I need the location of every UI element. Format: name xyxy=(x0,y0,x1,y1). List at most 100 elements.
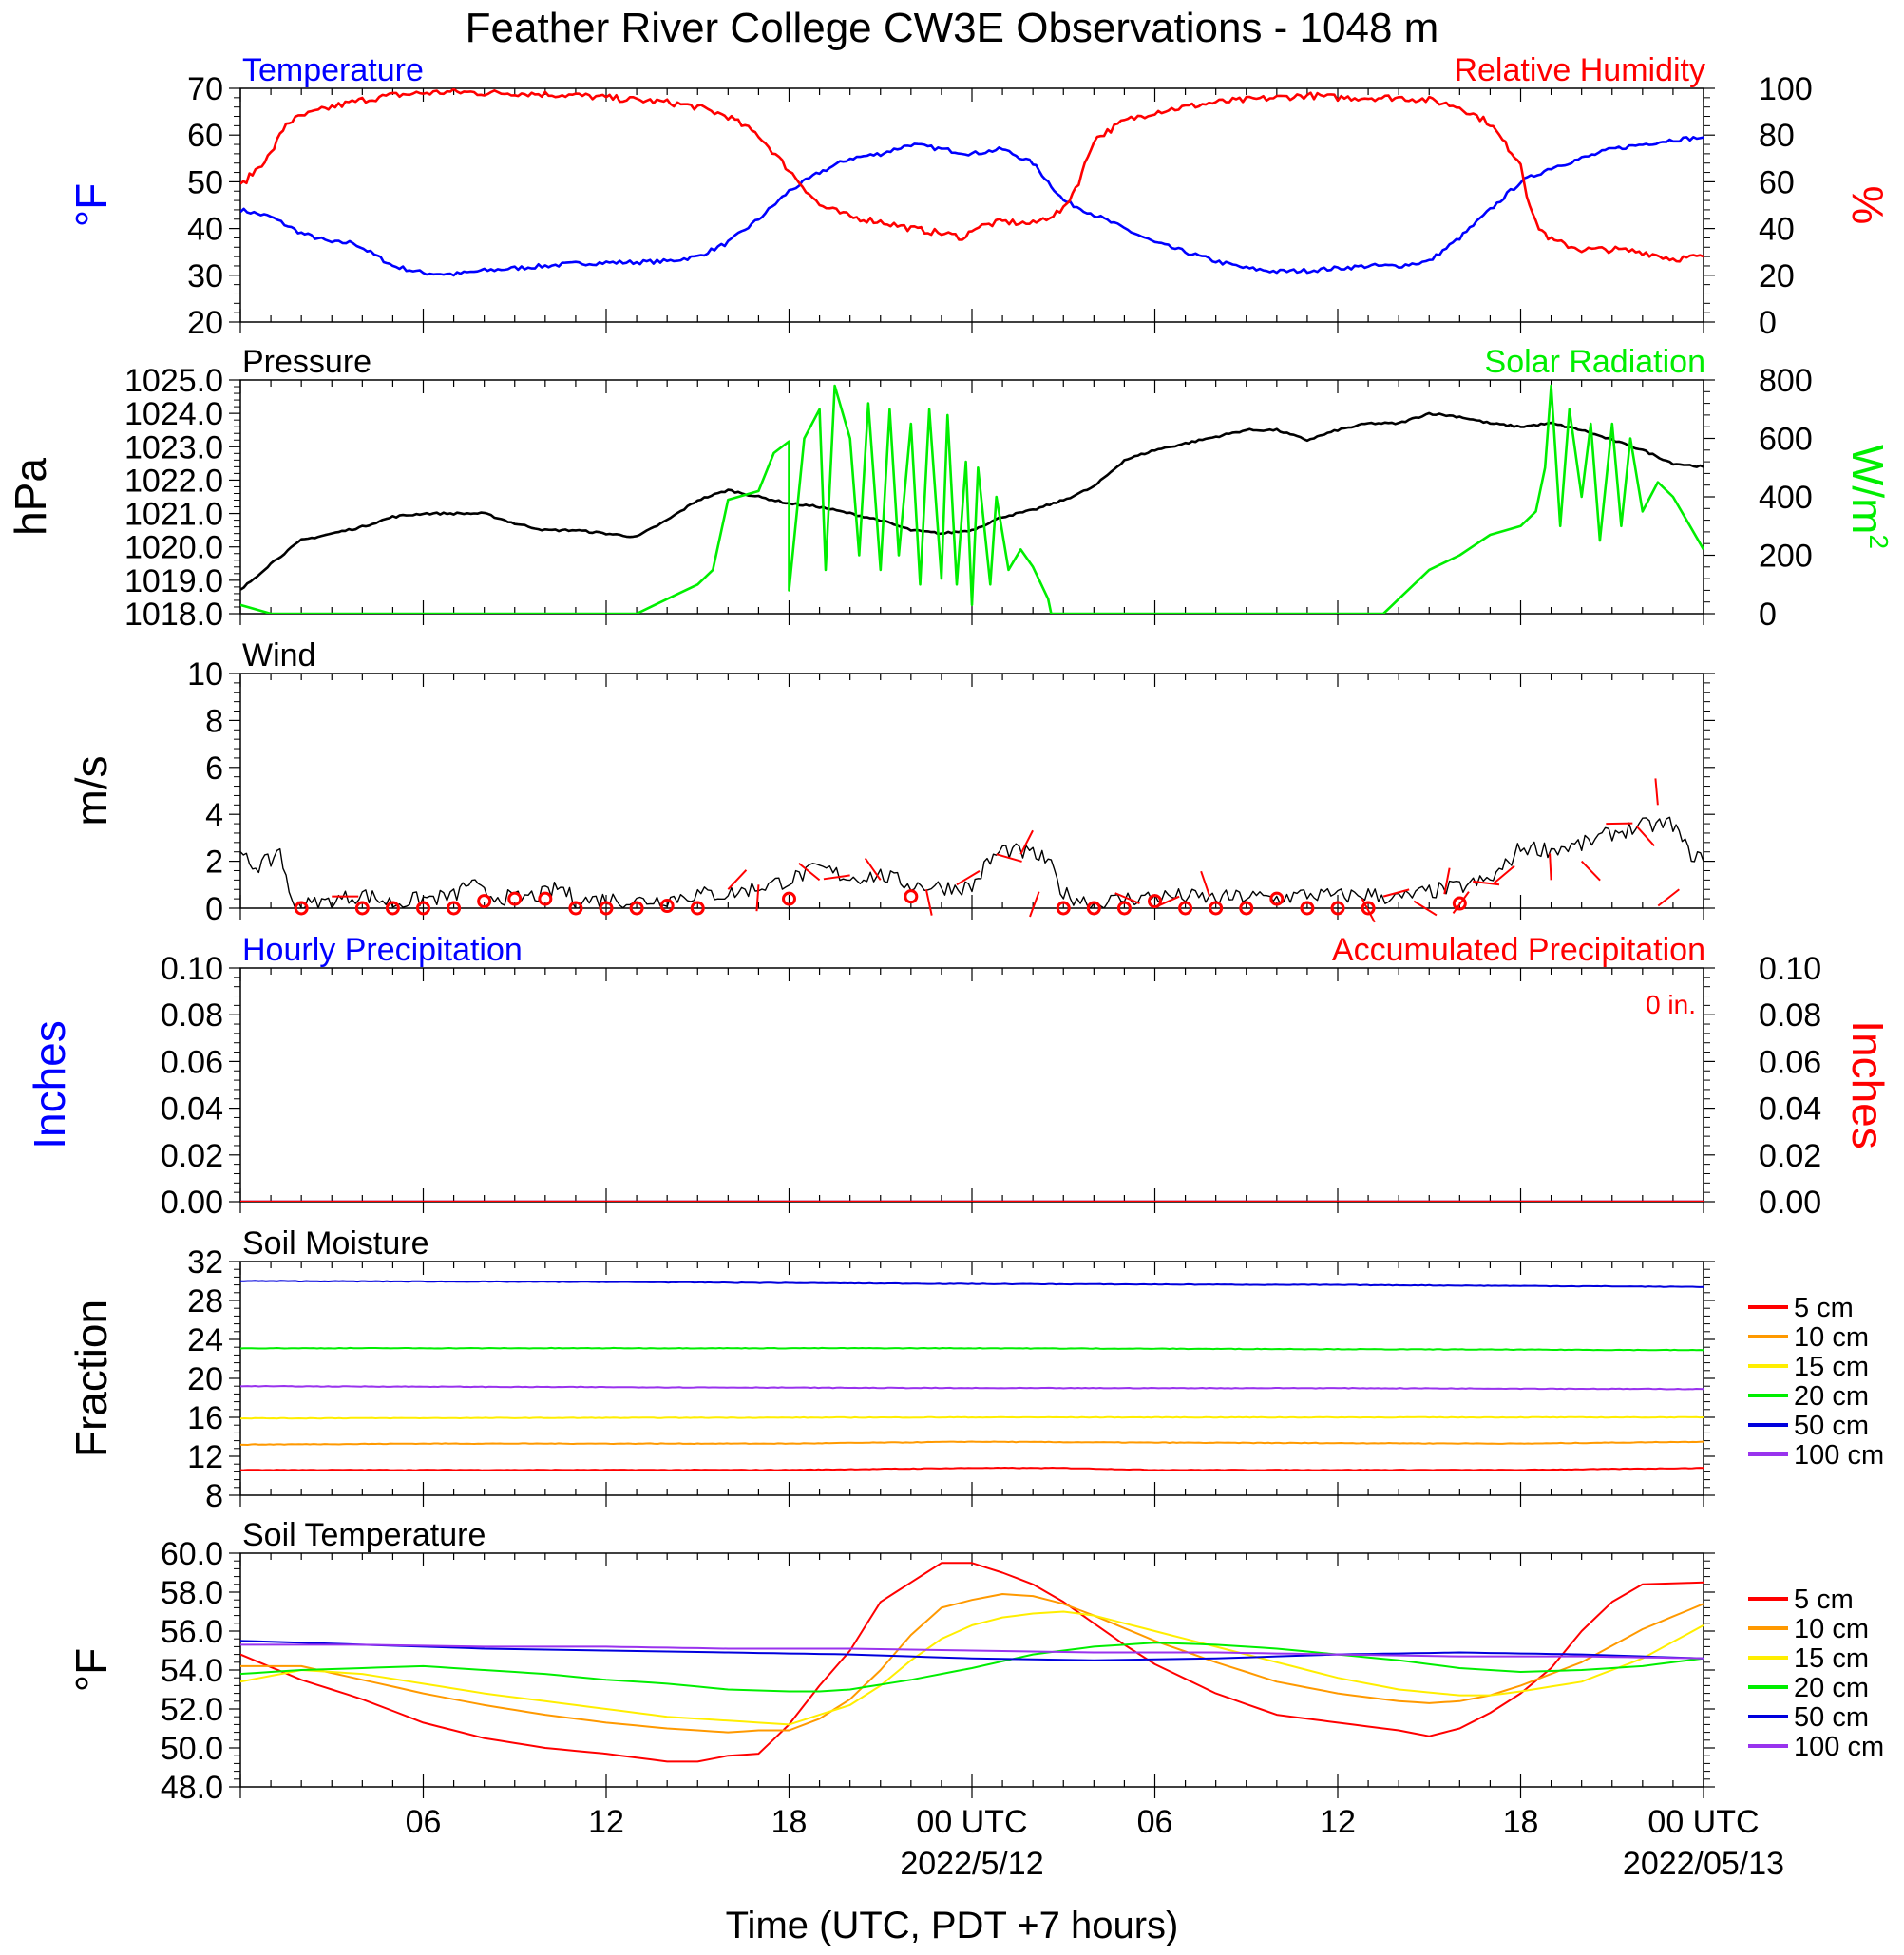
y-tick-label-right: 20 xyxy=(1759,258,1795,294)
calm-wind-circle xyxy=(507,891,523,906)
y-tick-label: 0.10 xyxy=(161,951,223,987)
calm-wind-circle xyxy=(904,889,919,904)
x-tick-label: 00 UTC xyxy=(1647,1804,1759,1840)
wind-barb xyxy=(798,862,821,882)
y-tick-label-right: 200 xyxy=(1759,539,1813,575)
x-axis-label: Time (UTC, PDT +7 hours) xyxy=(726,1905,1179,1946)
wind-barb xyxy=(1019,829,1034,855)
wind-barb xyxy=(1382,888,1410,898)
calm-wind-circle xyxy=(1330,901,1345,916)
y-tick-label: 1024.0 xyxy=(124,396,223,432)
calm-wind-circle xyxy=(354,901,370,916)
y-tick-label: 1019.0 xyxy=(124,563,223,599)
x-tick-label: 06 xyxy=(1137,1804,1173,1840)
calm-wind-circle xyxy=(659,899,675,914)
plot-frame xyxy=(239,87,1704,323)
series-line-15-cm xyxy=(240,1415,1704,1420)
y-axis-label-left: hPa xyxy=(6,458,55,536)
panel-title-left: Soil Moisture xyxy=(242,1225,429,1262)
y-tick-label: 50 xyxy=(187,164,223,200)
legend-label: 100 cm xyxy=(1794,1440,1884,1471)
series-line-50-cm xyxy=(240,1280,1704,1288)
wind-barb xyxy=(1413,900,1438,917)
calm-wind-circle xyxy=(690,901,705,916)
x-tick-label: 00 UTC xyxy=(916,1804,1027,1840)
calm-wind-circle xyxy=(294,901,309,916)
y-axis-label-left: Inches xyxy=(25,1020,74,1149)
panel-title-left: Temperature xyxy=(242,52,424,88)
calm-wind-circle xyxy=(1116,901,1132,916)
y-tick-label: 1025.0 xyxy=(124,363,223,399)
legend-label: 50 cm xyxy=(1794,1411,1869,1441)
panel-pressure-solar: 1018.01019.01020.01021.01022.01023.01024… xyxy=(6,344,1894,633)
y-tick-label: 1018.0 xyxy=(124,597,223,633)
calm-wind-circle xyxy=(416,901,430,916)
calm-wind-circle xyxy=(538,891,553,906)
wind-barb xyxy=(1657,888,1680,907)
y-axis-label-left: m/s xyxy=(67,755,116,826)
panel-title-left: Wind xyxy=(242,637,315,674)
legend-label: 5 cm xyxy=(1794,1293,1854,1323)
y-tick-label: 1022.0 xyxy=(124,463,223,499)
y-tick-label: 12 xyxy=(187,1439,223,1475)
y-axis-label-right: % xyxy=(1843,186,1893,225)
y-tick-label-right: 100 xyxy=(1759,71,1813,107)
x-date-label: 2022/5/12 xyxy=(900,1846,1043,1882)
calm-wind-circle xyxy=(1452,896,1467,911)
series-line-20-cm xyxy=(240,1346,1704,1352)
y-tick-label-right: 800 xyxy=(1759,363,1813,399)
y-tick-label: 56.0 xyxy=(161,1614,223,1650)
x-tick-label: 18 xyxy=(1503,1804,1539,1840)
series-line-100-cm xyxy=(240,1643,1704,1660)
wind-barb xyxy=(996,853,1022,863)
wind-barb xyxy=(1154,895,1180,908)
series-line-temperature xyxy=(240,136,1704,277)
series-line-50-cm xyxy=(240,1640,1704,1661)
y-axis-label-right: Inches xyxy=(1843,1020,1893,1149)
y-tick-label-right: 0 xyxy=(1759,305,1777,341)
calm-wind-circle xyxy=(477,894,492,909)
calm-wind-circle xyxy=(782,891,796,906)
panel-wind: 0 2 4 6 8 10 Wind m/s xyxy=(67,637,1715,927)
series-line-5-cm xyxy=(240,1562,1704,1763)
y-tick-label: 32 xyxy=(187,1244,223,1281)
calm-wind-circle xyxy=(599,901,614,916)
calm-wind-circle xyxy=(1086,901,1101,916)
plot-frame xyxy=(239,1261,1704,1496)
series-line-solar-radiation xyxy=(240,384,1704,614)
y-tick-label: 0.02 xyxy=(161,1138,223,1174)
accumulated-total-label: 0 in. xyxy=(1646,990,1696,1019)
wind-barb xyxy=(1635,825,1655,847)
x-tick-label: 12 xyxy=(588,1804,624,1840)
wind-barb xyxy=(1029,891,1040,918)
y-tick-label: 30 xyxy=(187,258,223,294)
wind-barb xyxy=(1443,867,1451,895)
panel-title-left: Pressure xyxy=(242,344,371,380)
panel-title-left: Soil Temperature xyxy=(242,1517,486,1553)
y-tick-label: 8 xyxy=(205,703,223,739)
y-tick-label-right: 0.08 xyxy=(1759,997,1821,1034)
y-axis-label-left: °F xyxy=(67,1648,116,1693)
legend-label: 20 cm xyxy=(1794,1381,1869,1412)
legend-label: 100 cm xyxy=(1794,1732,1884,1762)
panel-title-right: Accumulated Precipitation xyxy=(1332,932,1705,968)
y-tick-label: 10 xyxy=(187,656,223,693)
legend-label: 15 cm xyxy=(1794,1352,1869,1382)
y-tick-label: 1020.0 xyxy=(124,530,223,566)
y-axis-label-left: Fraction xyxy=(67,1300,116,1457)
series-line-20-cm xyxy=(240,1642,1704,1693)
series-line-10-cm xyxy=(240,1593,1704,1734)
plot-frame xyxy=(239,967,1704,1203)
wind-barb xyxy=(1200,870,1211,897)
y-tick-label-right: 0.02 xyxy=(1759,1138,1821,1174)
series-line-5-cm xyxy=(240,1467,1704,1471)
y-tick-label-right: 60 xyxy=(1759,164,1795,200)
y-axis-label-right: W/m2 xyxy=(1843,445,1894,549)
series-line-pressure xyxy=(240,411,1704,591)
panel-temperature-humidity: 20 30 40 50 60 70 0 20 40 60 80 100 Temperature Relat… xyxy=(67,52,1893,341)
wind-barb xyxy=(1654,778,1659,806)
series-line-10-cm xyxy=(240,1440,1704,1446)
wind-barb xyxy=(1580,860,1601,882)
calm-wind-circle xyxy=(1269,891,1285,906)
